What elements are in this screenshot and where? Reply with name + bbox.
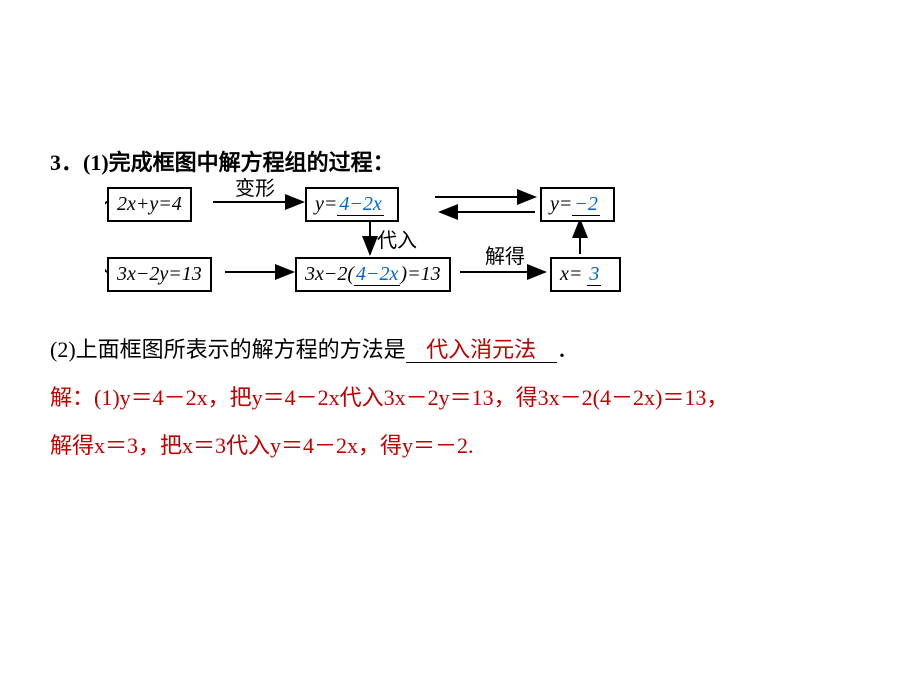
sub-prefix: 3x−2(	[305, 263, 354, 285]
part2-text: 上面框图所表示的解方程的方法是	[76, 337, 406, 362]
box-y-expr: y=4−2x	[305, 187, 399, 222]
label-transform: 变形	[235, 172, 275, 201]
box-substituted: 3x−2(4−2x)=13	[295, 257, 451, 292]
solution-label: 解：	[50, 385, 94, 410]
sub-fill: 4−2x	[354, 263, 400, 286]
label-solve: 解得	[485, 240, 525, 269]
flowchart-diagram: 变形 代入 解得 2x+y=4 3x−2y=13 y=4−2x y=−2 3x−…	[105, 172, 725, 312]
eq2-text: 3x−2y=13	[117, 263, 202, 285]
yres-fill: −2	[572, 193, 600, 216]
part2-answer: 代入消元法	[422, 337, 540, 362]
y-prefix: y=	[315, 193, 337, 215]
box-y-result: y=−2	[540, 187, 615, 222]
box-eq1: 2x+y=4	[107, 187, 192, 222]
solution-block: 解：(1)y＝4－2x，把y＝4－2x代入3x－2y＝13，得3x－2(4－2x…	[50, 374, 870, 471]
part2-label: (2)	[50, 337, 76, 362]
xres-prefix: x=	[560, 263, 582, 285]
solution-line2: 解得x＝3，把x＝3代入y＝4－2x，得y＝－2.	[50, 433, 474, 458]
part2-line: (2)上面框图所表示的解方程的方法是 代入消元法 ．	[50, 332, 870, 364]
xres-fill: 3	[587, 263, 601, 286]
box-x-result: x= 3	[550, 257, 621, 292]
yres-prefix: y=	[550, 193, 572, 215]
solution-line1: (1)y＝4－2x，把y＝4－2x代入3x－2y＝13，得3x－2(4－2x)＝…	[94, 385, 728, 410]
sub-suffix: )=13	[400, 263, 440, 285]
y-fill: 4−2x	[337, 193, 383, 216]
part2-after: ．	[557, 337, 579, 362]
box-eq2: 3x−2y=13	[107, 257, 212, 292]
problem-number: 3	[50, 150, 61, 175]
label-substitute: 代入	[377, 224, 417, 253]
eq1-text: 2x+y=4	[117, 193, 182, 215]
